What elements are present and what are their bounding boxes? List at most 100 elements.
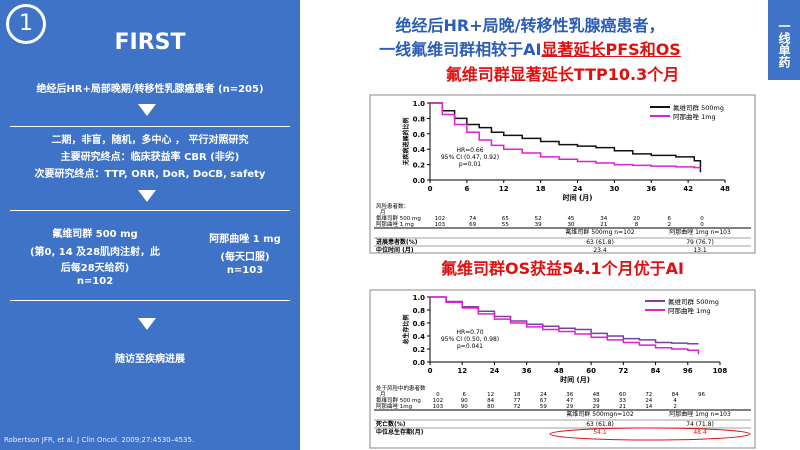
at-risk-value: 29	[593, 404, 600, 410]
title-text: 一线氟维司群相较于AI	[379, 40, 542, 59]
x-tick-label: 6	[464, 185, 469, 193]
at-risk-value: 102	[435, 216, 446, 222]
at-risk-value: 59	[540, 404, 547, 410]
design: 主要研究终点：临床获益率 CBR (非劣)	[60, 152, 240, 163]
x-tick-label: 24	[490, 367, 500, 375]
y-tick-label: 1.0	[413, 100, 426, 108]
left-panel: 1 FIRST 绝经后HR+局部晚期/转移性乳腺癌患者 (n=205) 二期，非…	[0, 0, 300, 450]
annotation: HR=0.70	[456, 329, 483, 336]
y-axis-label: 无疾病进展的比例	[402, 117, 410, 166]
summary-cell: 48.4	[693, 429, 707, 436]
highlight-oval	[549, 427, 751, 441]
at-risk-value: 34	[600, 216, 607, 222]
summary-cell: 63 (61.8)	[586, 239, 614, 246]
divider	[10, 300, 290, 301]
summary-cell: 23.4	[593, 247, 607, 254]
at-risk-value: 103	[435, 222, 446, 228]
x-tick-label: 30	[610, 185, 620, 193]
summary-cell: 13.1	[693, 247, 707, 254]
at-risk-header: 12	[487, 392, 494, 398]
at-risk-value: 55	[502, 222, 509, 228]
side-tab: 一线单药	[768, 0, 800, 80]
annotation: HR=0.66	[456, 147, 483, 154]
legend-label: 氟维司群 500mg	[673, 103, 724, 112]
title-line2: 一线氟维司群相较于AI显著延长PFS和OS	[300, 36, 760, 60]
at-risk-header: 84	[672, 392, 679, 398]
y-tick-label: 0.8	[413, 307, 426, 315]
summary-header: 阿那曲唑 1mg n=103	[669, 410, 731, 418]
at-risk-value: 20	[633, 216, 640, 222]
at-risk-title: 风险患者数：	[376, 202, 409, 210]
x-tick-label: 84	[651, 367, 661, 375]
arm1: (第0, 14 及28肌肉注射，此	[29, 247, 161, 258]
legend-label: 阿那曲唑 1mg	[673, 112, 716, 121]
x-tick-label: 48	[554, 367, 564, 375]
left-title: FIRST	[114, 30, 186, 55]
at-risk-value: 74	[469, 216, 476, 222]
at-risk-value: 29	[566, 404, 573, 410]
y-tick-label: 0.0	[413, 359, 426, 367]
arm1: 氟维司群 500 mg	[52, 229, 138, 240]
y-tick-label: 0.0	[413, 177, 426, 185]
summary-label: 进展患者数(%)	[376, 238, 418, 246]
arm2: (每天口服)	[220, 252, 270, 263]
x-tick-label: 96	[683, 367, 693, 375]
x-tick-label: 48	[720, 185, 730, 193]
legend-label: 氟维司群 500mg	[668, 297, 719, 306]
arrow	[138, 190, 156, 202]
at-risk-value: 8	[635, 222, 639, 228]
at-risk-title: 处于风险中的患者数	[376, 384, 426, 392]
km-curve	[430, 102, 702, 173]
at-risk-value: 4	[673, 398, 677, 404]
summary-label: 死亡数(%)	[375, 420, 406, 428]
x-tick-label: 24	[573, 185, 583, 193]
at-risk-value: 0	[700, 216, 704, 222]
at-risk-value: 67	[540, 398, 547, 404]
at-risk-header: 72	[645, 392, 652, 398]
at-risk-value: 45	[567, 216, 574, 222]
design: 次要研究终点：TTP, ORR, DoR, DoCB, safety	[34, 169, 266, 180]
x-tick-label: 42	[683, 185, 693, 193]
km-curve	[430, 102, 701, 169]
x-tick-label: 36	[646, 185, 656, 193]
arm1: n=102	[76, 276, 114, 287]
at-risk-header: 24	[540, 392, 547, 398]
at-risk-value: 90	[461, 404, 468, 410]
x-tick-label: 0	[428, 367, 433, 375]
x-tick-label: 108	[713, 367, 728, 375]
title-highlight: 显著延长PFS和OS	[541, 40, 681, 59]
y-tick-label: 0.6	[413, 320, 426, 328]
arm2: n=103	[226, 265, 264, 276]
summary-cell: 79 (76.7)	[686, 239, 714, 246]
at-risk-months: 月	[380, 391, 386, 398]
annotation: 95% CI (0.47, 0.92)	[441, 154, 499, 161]
at-risk-value: 103	[433, 404, 444, 410]
y-tick-label: 0.2	[413, 162, 426, 170]
at-risk-value: 39	[593, 398, 600, 404]
at-risk-value: 47	[566, 398, 573, 404]
at-risk-header: 96	[698, 392, 705, 398]
at-risk-value: 2	[668, 222, 672, 228]
title-line1: 绝经后HR+局晚/转移性乳腺癌患者，	[395, 16, 665, 35]
at-risk-value: 39	[535, 222, 542, 228]
at-risk-value: 21	[619, 404, 626, 410]
divider	[10, 126, 290, 127]
at-risk-months: 月	[380, 209, 386, 216]
at-risk-value: 80	[487, 404, 494, 410]
at-risk-label: 阿那曲唑 1mg	[376, 402, 412, 410]
at-risk-value: 30	[567, 222, 574, 228]
annotation: p=0.01	[459, 161, 481, 168]
badge: 1	[6, 4, 46, 44]
summary-header: 氟维司群 500mg n=102	[565, 228, 634, 236]
at-risk-value: 90	[461, 398, 468, 404]
citation: Robertson JFR, et al. J Clin Oncol. 2009…	[4, 436, 195, 444]
legend-label: 阿那曲唑 1mg	[668, 306, 711, 315]
at-risk-header: 6	[463, 392, 467, 398]
annotation: p=0.041	[457, 343, 483, 350]
summary-cell: 74 (71.8)	[686, 421, 714, 428]
at-risk-value: 102	[433, 398, 444, 404]
arm1: 后每28天给药)	[60, 263, 130, 274]
summary-label: 中位总生存期(月)	[376, 428, 424, 436]
design: 二期，非盲，随机，多中心 ， 平行对照研究	[51, 135, 249, 146]
at-risk-header: 60	[619, 392, 626, 398]
